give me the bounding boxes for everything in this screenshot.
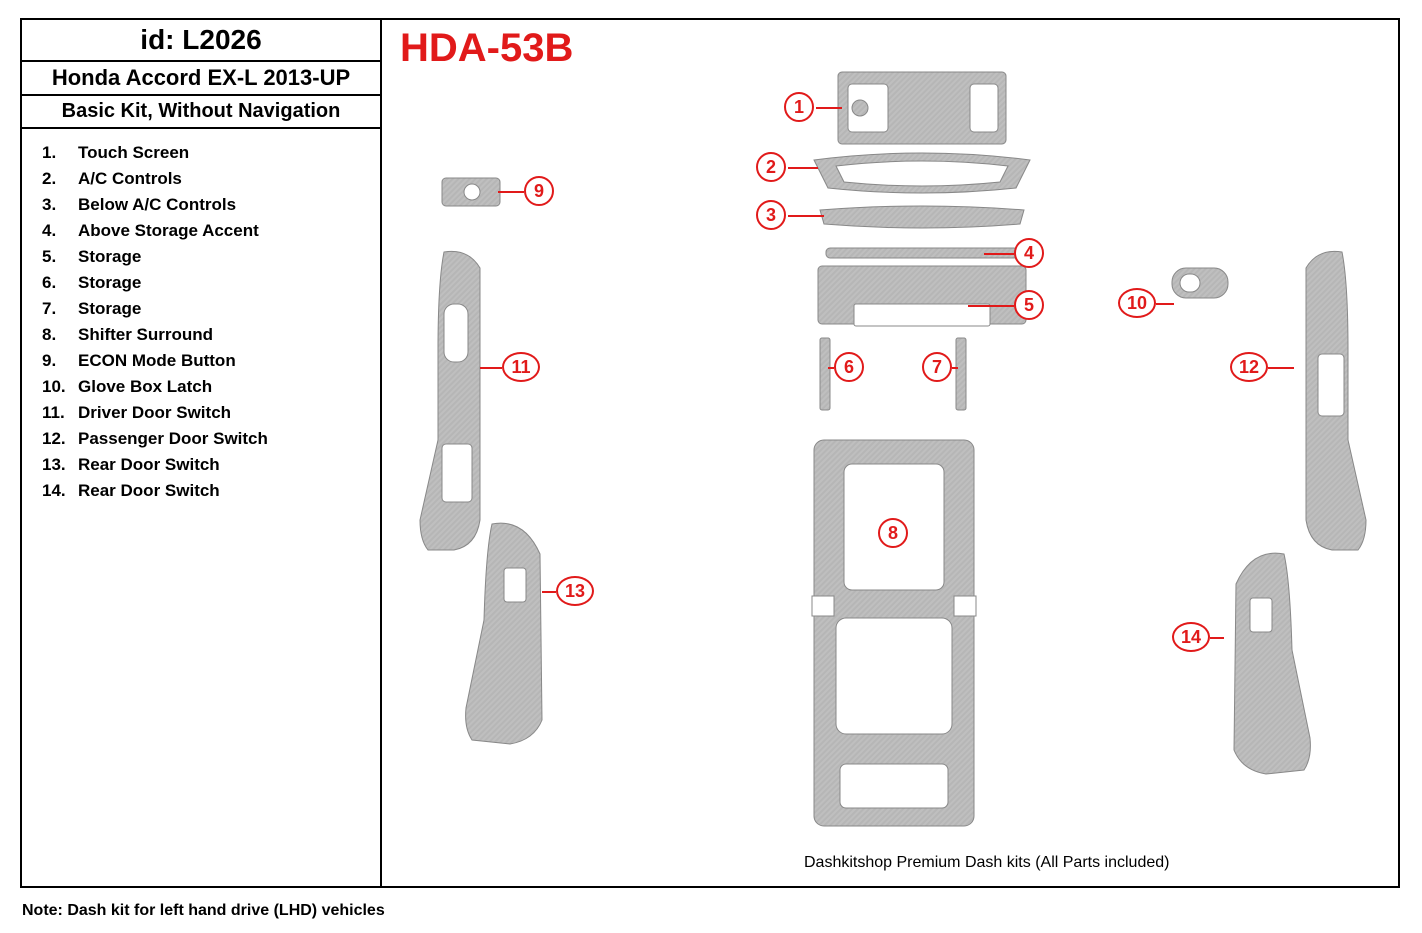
part-label: Glove Box Latch: [78, 377, 370, 397]
callout-2: 2: [756, 152, 786, 182]
footnote: Note: Dash kit for left hand drive (LHD)…: [22, 902, 385, 920]
callout-leader: [952, 367, 958, 369]
callout-14: 14: [1172, 622, 1210, 652]
part-label: Driver Door Switch: [78, 403, 370, 423]
callout-13: 13: [556, 576, 594, 606]
callout-5: 5: [1014, 290, 1044, 320]
part-label: A/C Controls: [78, 169, 370, 189]
parts-list-row: 14.Rear Door Switch: [42, 481, 370, 501]
callout-4: 4: [1014, 238, 1044, 268]
callout-leader: [1156, 303, 1174, 305]
parts-list-row: 7.Storage: [42, 299, 370, 319]
part-label: Above Storage Accent: [78, 221, 370, 241]
part-label: Touch Screen: [78, 143, 370, 163]
callout-7: 7: [922, 352, 952, 382]
part-number: 2.: [42, 169, 78, 189]
vehicle-model: Honda Accord EX-L 2013-UP: [22, 62, 380, 96]
part-label: Shifter Surround: [78, 325, 370, 345]
part-label: Storage: [78, 247, 370, 267]
kit-description: Basic Kit, Without Navigation: [22, 96, 380, 129]
part-number: 9.: [42, 351, 78, 371]
callout-leader: [498, 191, 524, 193]
parts-list-row: 6.Storage: [42, 273, 370, 293]
parts-list-row: 8.Shifter Surround: [42, 325, 370, 345]
callout-leader: [968, 305, 1014, 307]
part-number: 1.: [42, 143, 78, 163]
part-number: 3.: [42, 195, 78, 215]
callout-9: 9: [524, 176, 554, 206]
page-frame: id: L2026 Honda Accord EX-L 2013-UP Basi…: [20, 18, 1400, 888]
parts-list-row: 12.Passenger Door Switch: [42, 429, 370, 449]
part-number: 5.: [42, 247, 78, 267]
callout-11: 11: [502, 352, 540, 382]
part-number: 4.: [42, 221, 78, 241]
diagram-panel: HDA-53B 1234567891011121314 Dashkitshop …: [384, 20, 1400, 886]
part-number: 13.: [42, 455, 78, 475]
part-label: Rear Door Switch: [78, 481, 370, 501]
callout-8: 8: [878, 518, 908, 548]
parts-list: 1.Touch Screen2.A/C Controls3.Below A/C …: [22, 129, 380, 517]
part-number: 14.: [42, 481, 78, 501]
part-label: Storage: [78, 273, 370, 293]
part-label: Storage: [78, 299, 370, 319]
part-number: 10.: [42, 377, 78, 397]
parts-list-row: 9.ECON Mode Button: [42, 351, 370, 371]
callout-12: 12: [1230, 352, 1268, 382]
callout-leader: [984, 253, 1014, 255]
parts-list-row: 10.Glove Box Latch: [42, 377, 370, 397]
part-number: 7.: [42, 299, 78, 319]
callout-leader: [816, 107, 842, 109]
callout-10: 10: [1118, 288, 1156, 318]
part-13-rear-door-switch: [466, 523, 542, 744]
callout-6: 6: [834, 352, 864, 382]
parts-list-row: 3.Below A/C Controls: [42, 195, 370, 215]
callout-1: 1: [784, 92, 814, 122]
callout-leader: [788, 215, 824, 217]
parts-list-row: 1.Touch Screen: [42, 143, 370, 163]
part-label: ECON Mode Button: [78, 351, 370, 371]
parts-list-row: 13.Rear Door Switch: [42, 455, 370, 475]
part-label: Rear Door Switch: [78, 455, 370, 475]
footer-caption: Dashkitshop Premium Dash kits (All Parts…: [804, 854, 1169, 872]
part-number: 6.: [42, 273, 78, 293]
parts-list-row: 11.Driver Door Switch: [42, 403, 370, 423]
callout-3: 3: [756, 200, 786, 230]
parts-diagram: [384, 20, 1400, 886]
parts-list-row: 4.Above Storage Accent: [42, 221, 370, 241]
part-6-storage: [820, 338, 830, 410]
part-7-storage: [956, 338, 966, 410]
callout-leader: [788, 167, 818, 169]
part-3-below-ac: [820, 206, 1024, 228]
part-14-rear-door-switch: [1234, 553, 1310, 774]
callout-leader: [1268, 367, 1294, 369]
part-11-driver-door-switch: [420, 251, 480, 550]
kit-id: id: L2026: [22, 20, 380, 62]
part-number: 12.: [42, 429, 78, 449]
part-number: 11.: [42, 403, 78, 423]
parts-list-row: 2.A/C Controls: [42, 169, 370, 189]
part-label: Passenger Door Switch: [78, 429, 370, 449]
legend-panel: id: L2026 Honda Accord EX-L 2013-UP Basi…: [22, 20, 382, 886]
part-number: 8.: [42, 325, 78, 345]
callout-leader: [542, 591, 556, 593]
callout-leader: [480, 367, 502, 369]
parts-list-row: 5.Storage: [42, 247, 370, 267]
callout-leader: [1210, 637, 1224, 639]
part-label: Below A/C Controls: [78, 195, 370, 215]
